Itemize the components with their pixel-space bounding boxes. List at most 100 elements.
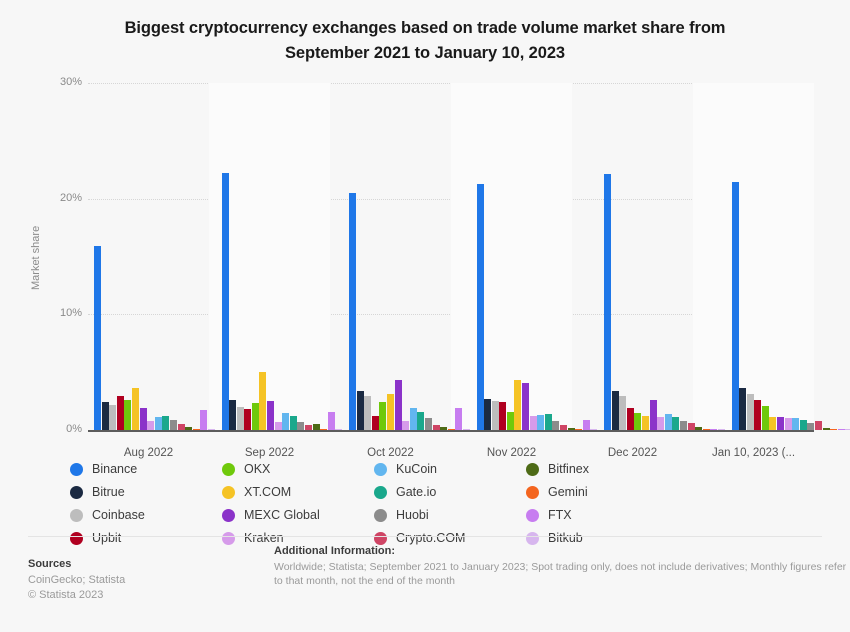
legend-item[interactable]: Crypto.COM	[374, 531, 526, 545]
bar[interactable]	[830, 428, 838, 430]
bar[interactable]	[514, 380, 522, 430]
bar[interactable]	[672, 417, 680, 430]
legend-item[interactable]: Bitkub	[526, 531, 678, 545]
bar[interactable]	[386, 394, 394, 430]
bar[interactable]	[657, 417, 665, 430]
bar[interactable]	[274, 421, 282, 430]
bar[interactable]	[837, 429, 845, 430]
legend-item[interactable]: Gate.io	[374, 485, 526, 499]
bar[interactable]	[611, 390, 619, 430]
bar[interactable]	[462, 428, 470, 430]
bar[interactable]	[139, 408, 147, 430]
bar[interactable]	[484, 398, 492, 430]
bar[interactable]	[282, 412, 290, 430]
legend-item[interactable]: Upbit	[70, 531, 222, 545]
bar[interactable]	[552, 420, 560, 430]
bar[interactable]	[575, 428, 583, 430]
bar[interactable]	[267, 401, 275, 430]
bar[interactable]	[229, 399, 237, 430]
bar[interactable]	[746, 394, 754, 430]
bar[interactable]	[394, 380, 402, 430]
bar[interactable]	[131, 388, 139, 430]
bar[interactable]	[409, 408, 417, 430]
bar[interactable]	[312, 424, 320, 430]
bar[interactable]	[200, 410, 208, 430]
bar[interactable]	[207, 428, 215, 430]
bar[interactable]	[455, 408, 463, 430]
bar[interactable]	[371, 416, 379, 430]
legend-item[interactable]: XT.COM	[222, 485, 374, 499]
bar[interactable]	[162, 416, 170, 430]
bar[interactable]	[221, 173, 229, 430]
bar[interactable]	[192, 428, 200, 430]
bar[interactable]	[432, 425, 440, 430]
bar[interactable]	[177, 424, 185, 430]
legend-item[interactable]: Gemini	[526, 485, 678, 499]
bar[interactable]	[124, 399, 132, 430]
bar[interactable]	[560, 425, 568, 430]
bar[interactable]	[94, 246, 101, 430]
bar[interactable]	[784, 418, 792, 430]
bar[interactable]	[845, 428, 850, 430]
bar[interactable]	[327, 411, 335, 430]
bar[interactable]	[664, 413, 672, 430]
bar[interactable]	[544, 413, 552, 430]
bar[interactable]	[147, 420, 155, 430]
bar[interactable]	[717, 428, 725, 430]
bar[interactable]	[739, 388, 747, 430]
bar[interactable]	[529, 416, 537, 430]
legend-item[interactable]: Huobi	[374, 508, 526, 522]
bar[interactable]	[506, 411, 514, 430]
bar[interactable]	[356, 390, 364, 430]
bar[interactable]	[792, 418, 800, 430]
bar[interactable]	[702, 428, 710, 430]
bar[interactable]	[364, 396, 372, 430]
bar[interactable]	[695, 426, 703, 430]
bar[interactable]	[440, 426, 448, 430]
bar[interactable]	[769, 417, 777, 430]
bar[interactable]	[641, 416, 649, 430]
bar[interactable]	[335, 428, 343, 430]
bar[interactable]	[807, 423, 815, 430]
bar[interactable]	[305, 425, 313, 430]
bar[interactable]	[154, 417, 162, 430]
legend-item[interactable]: Binance	[70, 462, 222, 476]
legend-item[interactable]: OKX	[222, 462, 374, 476]
legend-item[interactable]: KuCoin	[374, 462, 526, 476]
legend-item[interactable]: Bitfinex	[526, 462, 678, 476]
bar[interactable]	[634, 412, 642, 430]
bar[interactable]	[169, 419, 177, 430]
legend-item[interactable]: Bitrue	[70, 485, 222, 499]
bar[interactable]	[320, 428, 328, 430]
bar[interactable]	[417, 411, 425, 430]
bar[interactable]	[710, 429, 718, 430]
bar[interactable]	[379, 402, 387, 430]
bar[interactable]	[244, 409, 252, 430]
bar[interactable]	[777, 417, 785, 430]
bar[interactable]	[185, 426, 193, 430]
bar[interactable]	[259, 372, 267, 430]
bar[interactable]	[815, 420, 823, 430]
bar[interactable]	[101, 402, 109, 430]
bar[interactable]	[499, 402, 507, 430]
bar[interactable]	[687, 423, 695, 430]
bar[interactable]	[761, 405, 769, 430]
legend-item[interactable]: Kraken	[222, 531, 374, 545]
bar[interactable]	[236, 406, 244, 430]
bar[interactable]	[537, 414, 545, 430]
bar[interactable]	[604, 174, 611, 430]
bar[interactable]	[424, 418, 432, 430]
legend-item[interactable]: FTX	[526, 508, 678, 522]
bar[interactable]	[476, 183, 484, 430]
bar[interactable]	[731, 182, 739, 430]
bar[interactable]	[297, 421, 305, 430]
bar[interactable]	[349, 192, 356, 430]
bar[interactable]	[289, 416, 297, 430]
bar[interactable]	[590, 428, 598, 430]
bar[interactable]	[567, 427, 575, 430]
bar[interactable]	[649, 399, 657, 430]
bar[interactable]	[679, 420, 687, 430]
bar[interactable]	[626, 408, 634, 430]
bar[interactable]	[754, 399, 762, 430]
bar[interactable]	[822, 427, 830, 430]
